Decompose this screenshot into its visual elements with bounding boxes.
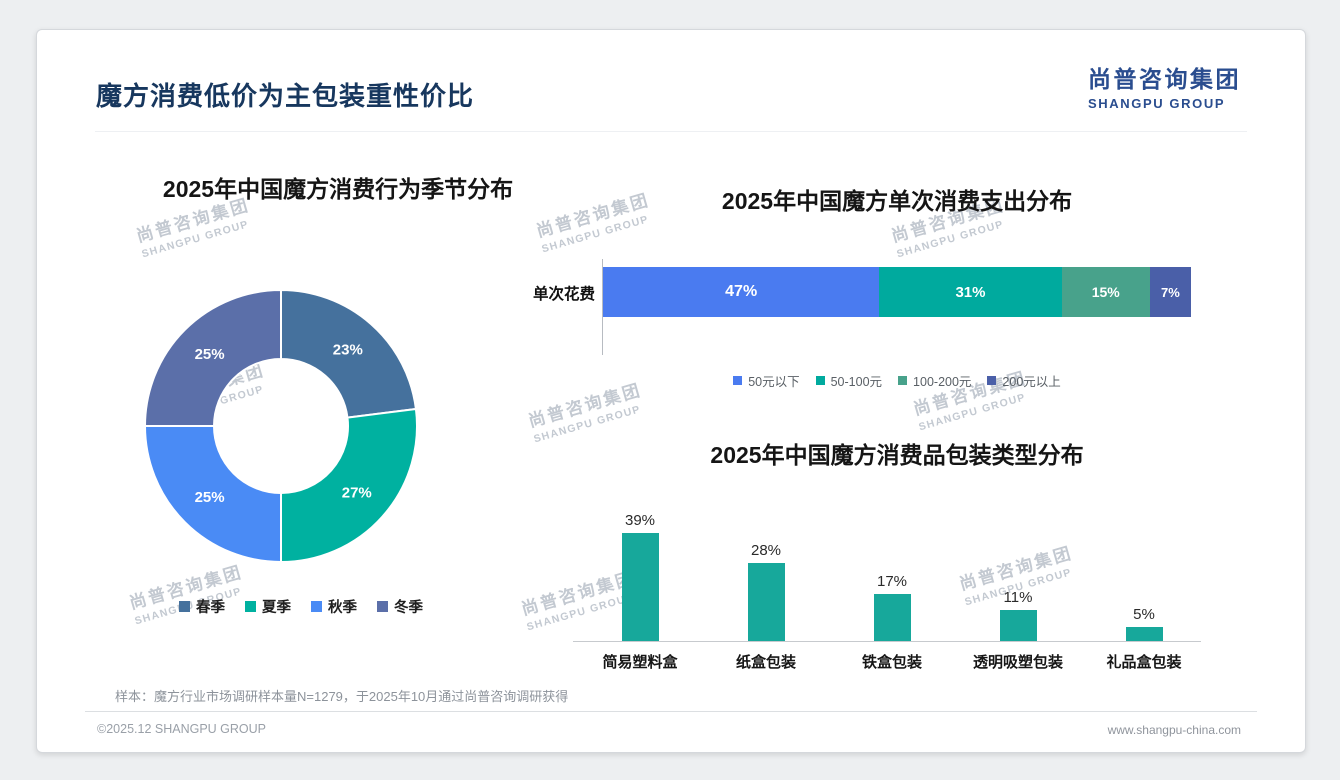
stacked-segment-value: 47% [725,283,758,300]
watermark-text-en: SHANGPU GROUP [140,218,251,261]
legend-label: 100-200元 [913,375,972,389]
bar-category-label: 透明吸塑包装 [972,654,1063,671]
spend-stacked-bar: 47% 31% 15% 7% [603,267,1191,317]
donut-segment-1 [280,288,418,419]
donut-segment-value: 27% [342,484,372,501]
legend-item: 50元以下 [733,371,800,390]
x-axis-line [573,641,1201,642]
logo-text-en: SHANGPU GROUP [1088,96,1226,111]
bar-slot: 28% [703,542,829,641]
sample-footnote: 样本：魔方行业市场调研样本量N=1279，于2025年10月通过尚普咨询调研获得 [115,689,569,704]
stacked-axis-line [602,259,603,355]
bar [999,610,1037,641]
bar [621,533,659,641]
bar-slot: 39% [577,512,703,641]
bar-category-label: 简易塑料盒 [602,654,678,671]
footer-website: www.shangpu-china.com [1107,723,1241,737]
bar [747,563,785,641]
stacked-chart-title: 2025年中国魔方单次消费支出分布 [721,188,1073,214]
legend-label: 秋季 [328,600,357,616]
seasonal-donut-chart: 23% 27% 25% 25% [143,288,418,564]
donut-segment-2 [280,407,418,564]
bar-slot: 11% [955,589,1081,641]
stacked-segment-1: 47% [603,267,880,317]
slide-card: 尚普咨询集团 SHANGPU GROUP 尚普咨询集团 SHANGPU GROU… [36,29,1306,753]
legend-label: 夏季 [262,600,291,616]
legend-swatch [987,376,997,385]
company-logo: 尚普咨询集团 SHANGPU GROUP [1088,60,1241,111]
legend-item: 50-100元 [815,371,883,390]
bar [873,594,911,641]
donut-segment-value: 23% [333,342,363,359]
bar-category-labels: 简易塑料盒 纸盒包装 铁盒包装 透明吸塑包装 礼品盒包装 [577,651,1207,672]
legend-swatch [733,376,743,385]
stacked-legend: 50元以下 50-100元 100-200元 200元以上 [603,371,1191,390]
bar-slot: 17% [829,573,955,641]
donut-chart-title: 2025年中国魔方消费行为季节分布 [162,176,514,202]
bar-value-label: 39% [624,512,656,529]
bar-value-label: 5% [1133,606,1155,623]
packaging-bar-chart: 39% 28% 17% 11% 5% [577,489,1207,641]
legend-label: 200元以上 [1002,375,1061,389]
legend-item: 冬季 [377,596,423,617]
legend-item: 秋季 [311,596,357,617]
legend-swatch [245,601,256,612]
legend-item: 春季 [179,596,225,617]
donut-segment-value: 25% [195,489,225,506]
legend-label: 春季 [196,600,225,616]
stacked-segment-2: 31% [879,267,1062,317]
stacked-segment-value: 31% [955,283,986,301]
bar-value-label: 17% [876,573,908,590]
watermark-text-en: SHANGPU GROUP [895,218,1006,261]
legend-item: 100-200元 [898,371,971,390]
bar-category-label: 纸盒包装 [735,654,796,671]
legend-swatch [311,601,322,612]
legend-item: 200元以上 [987,371,1061,390]
donut-segment-4 [143,288,282,427]
bar-value-label: 11% [1003,589,1033,606]
logo-text-cn: 尚普咨询集团 [1088,66,1241,92]
legend-swatch [179,601,190,612]
stacked-segment-3: 15% [1061,267,1150,317]
legend-swatch [898,376,908,385]
legend-label: 50元以下 [748,375,800,389]
footer-divider [85,711,1257,712]
bar [1125,627,1163,641]
stacked-segment-value: 7% [1160,284,1180,300]
legend-label: 冬季 [394,600,423,616]
header-divider [95,131,1247,132]
bar-value-label: 28% [750,542,782,559]
donut-segment-3 [143,425,282,564]
stacked-segment-value: 15% [1091,284,1120,300]
legend-label: 50-100元 [830,375,883,389]
stacked-segment-4: 7% [1149,267,1191,317]
legend-swatch [815,376,825,385]
stacked-row-label: 单次花费 [532,286,595,303]
page-title: 魔方消费低价为主包装重性价比 [96,81,475,111]
footer-copyright: ©2025.12 SHANGPU GROUP [97,722,266,736]
watermark-text-en: SHANGPU GROUP [540,213,651,256]
bar-slot: 5% [1081,606,1207,641]
bar-category-label: 铁盒包装 [861,654,922,671]
column-chart-title: 2025年中国魔方消费品包装类型分布 [710,442,1084,468]
donut-legend: 春季 夏季 秋季 冬季 [66,596,536,617]
legend-swatch [377,601,388,612]
legend-item: 夏季 [245,596,291,617]
donut-segment-value: 25% [195,346,225,363]
bar-category-label: 礼品盒包装 [1106,654,1182,671]
watermark-text-en: SHANGPU GROUP [917,391,1028,434]
